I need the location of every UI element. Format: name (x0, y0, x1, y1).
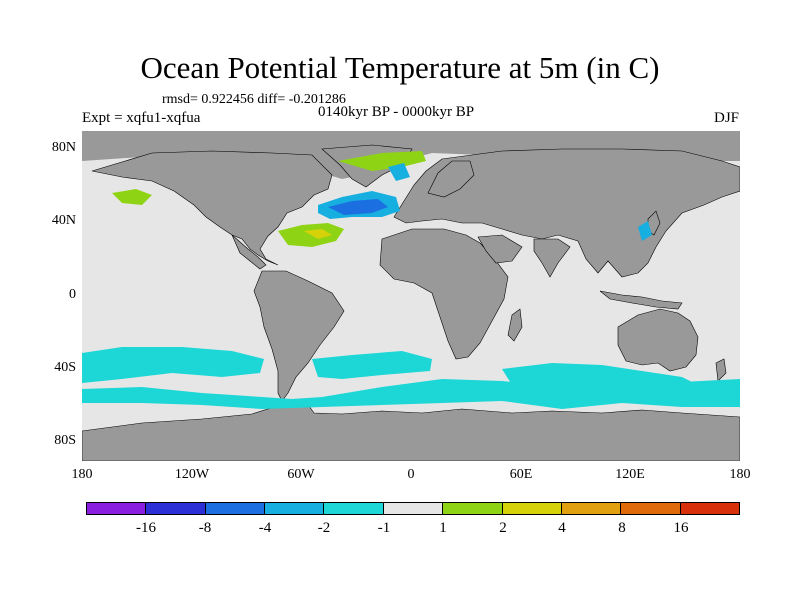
land-north-america (91, 150, 333, 266)
lon-label: 60W (287, 467, 315, 482)
colorbar-label: -16 (136, 520, 156, 536)
anomaly-barents-cool (388, 163, 410, 181)
lat-label: 0 (69, 287, 76, 302)
colorbar-segment (87, 503, 147, 514)
land-central-america (231, 234, 267, 270)
colorbar-segment (621, 503, 681, 514)
land-australia (617, 308, 699, 372)
stats-label: rmsd= 0.922456 diff= -0.201286 (162, 92, 346, 107)
colorbar-label: -8 (198, 520, 212, 536)
colorbar-segment (561, 503, 622, 514)
colorbar-segment (265, 503, 325, 514)
lon-label: 180 (71, 467, 93, 482)
land-africa (379, 228, 509, 360)
land-india (533, 238, 571, 278)
colorbar-label: 4 (558, 520, 566, 536)
land-south-america (253, 270, 345, 402)
lon-label: 0 (407, 467, 415, 482)
lon-label: 60E (509, 467, 533, 482)
lat-label: 80N (51, 140, 76, 155)
lon-label: 120W (174, 467, 210, 482)
colorbar-label: -1 (377, 520, 391, 536)
colorbar-label: 8 (618, 520, 626, 536)
colorbar-label: 16 (673, 520, 689, 536)
land-new-zealand (715, 358, 727, 382)
colorbar-label: 2 (499, 520, 507, 536)
colorbar-segment (502, 503, 562, 514)
anomaly-south-atlantic-band (312, 351, 432, 379)
anomaly-east-china-sea-cool (638, 221, 652, 241)
colorbar-segment (443, 503, 503, 514)
lat-label: 40N (51, 213, 76, 228)
colorbar-segment (324, 503, 384, 514)
colorbar (86, 502, 740, 515)
colorbar-label: 1 (439, 520, 447, 536)
land-arabia (477, 234, 523, 264)
colorbar-segment (383, 503, 444, 514)
colorbar-segment (205, 503, 266, 514)
colorbar-segment (680, 503, 739, 514)
anomaly-southern-ocean-band-1 (82, 347, 264, 383)
anomaly-south-indian-band (502, 363, 702, 393)
anomaly-pacific-warm (112, 189, 152, 205)
land-antarctica (82, 398, 740, 461)
lat-label: 80S (54, 433, 76, 448)
colorbar-label: -2 (317, 520, 331, 536)
plot-title: Ocean Potential Temperature at 5m (in C) (140, 50, 660, 85)
period-label: 0140kyr BP - 0000kyr BP (318, 104, 475, 120)
lat-label: 40S (54, 360, 76, 375)
anomaly-north-atlantic-cool-core (328, 199, 388, 215)
colorbar-label: -4 (258, 520, 272, 536)
world-map (82, 131, 740, 461)
land-indonesia (599, 290, 683, 310)
season-label: DJF (714, 110, 740, 126)
land-madagascar (507, 308, 523, 342)
land-eurasia (393, 148, 740, 278)
land-scandinavia (427, 160, 475, 198)
experiment-label: Expt = xqfu1-xqfua (82, 110, 201, 126)
colorbar-segment (146, 503, 206, 514)
anomaly-north-atlantic-warm-core (304, 229, 332, 239)
lon-label: 180 (729, 467, 751, 482)
lon-label: 120E (615, 467, 645, 482)
